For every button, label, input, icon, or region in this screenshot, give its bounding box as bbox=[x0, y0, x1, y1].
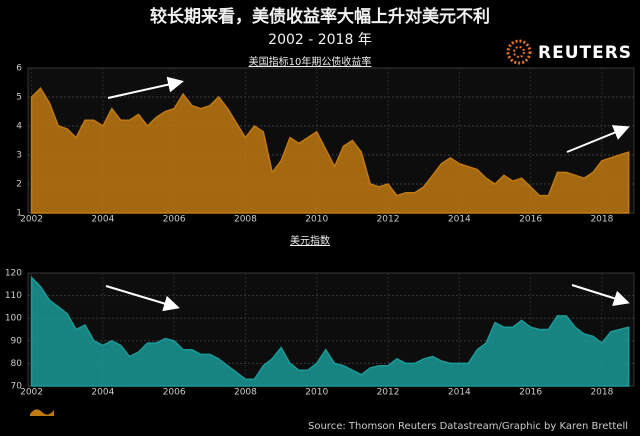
chart-title: 美国指标10年期公债收益率 bbox=[249, 55, 372, 68]
subtitle: 2002 - 2018 年 bbox=[268, 32, 372, 48]
x-tick-label: 2006 bbox=[163, 388, 186, 398]
x-tick-label: 2004 bbox=[91, 215, 114, 225]
y-tick-label: 70 bbox=[11, 382, 23, 392]
y-tick-label: 6 bbox=[16, 64, 22, 74]
x-tick-label: 2010 bbox=[305, 388, 328, 398]
arrow bbox=[566, 125, 630, 153]
logo: REUTERS bbox=[506, 39, 632, 65]
area bbox=[30, 275, 630, 387]
arrow bbox=[107, 76, 184, 99]
x-tick-label: 2018 bbox=[590, 388, 613, 398]
y-tick-label: 1 bbox=[16, 209, 22, 219]
y-tick-label: 3 bbox=[16, 151, 22, 161]
x-tick-label: 2012 bbox=[377, 388, 400, 398]
y-tick-label: 5 bbox=[16, 93, 22, 103]
x-tick-label: 2008 bbox=[234, 215, 257, 225]
y-tick-label: 100 bbox=[5, 314, 22, 324]
x-tick-label: 2002 bbox=[20, 388, 43, 398]
arrow bbox=[571, 284, 630, 307]
x-tick-label: 2014 bbox=[448, 215, 471, 225]
x-tick-label: 2012 bbox=[377, 215, 400, 225]
y-tick-label: 120 bbox=[5, 269, 22, 279]
x-tick-label: 2014 bbox=[448, 388, 471, 398]
y-tick-label: 2 bbox=[16, 180, 22, 190]
x-tick-label: 2016 bbox=[519, 388, 542, 398]
brand: REUTERS bbox=[538, 43, 632, 63]
x-tick-label: 2002 bbox=[20, 215, 43, 225]
y-tick-label: 4 bbox=[16, 122, 22, 132]
x-tick-label: 2004 bbox=[91, 388, 114, 398]
x-tick-label: 2016 bbox=[519, 215, 542, 225]
area bbox=[30, 87, 630, 214]
x-tick-label: 2010 bbox=[305, 215, 328, 225]
x-tick-label: 2008 bbox=[234, 388, 257, 398]
y-tick-label: 110 bbox=[5, 291, 22, 301]
icon bbox=[30, 409, 54, 416]
x-tick-label: 2006 bbox=[163, 215, 186, 225]
title: 较长期来看，美债收益率大幅上升对美元不利 bbox=[150, 6, 490, 27]
x-tick-label: 2018 bbox=[590, 215, 613, 225]
source: Source: Thomson Reuters Datastream/Graph… bbox=[308, 421, 628, 432]
arrow bbox=[105, 285, 180, 312]
y-tick-label: 90 bbox=[11, 336, 23, 346]
y-tick-label: 80 bbox=[11, 359, 23, 369]
chart-title: 美元指数 bbox=[290, 234, 330, 247]
